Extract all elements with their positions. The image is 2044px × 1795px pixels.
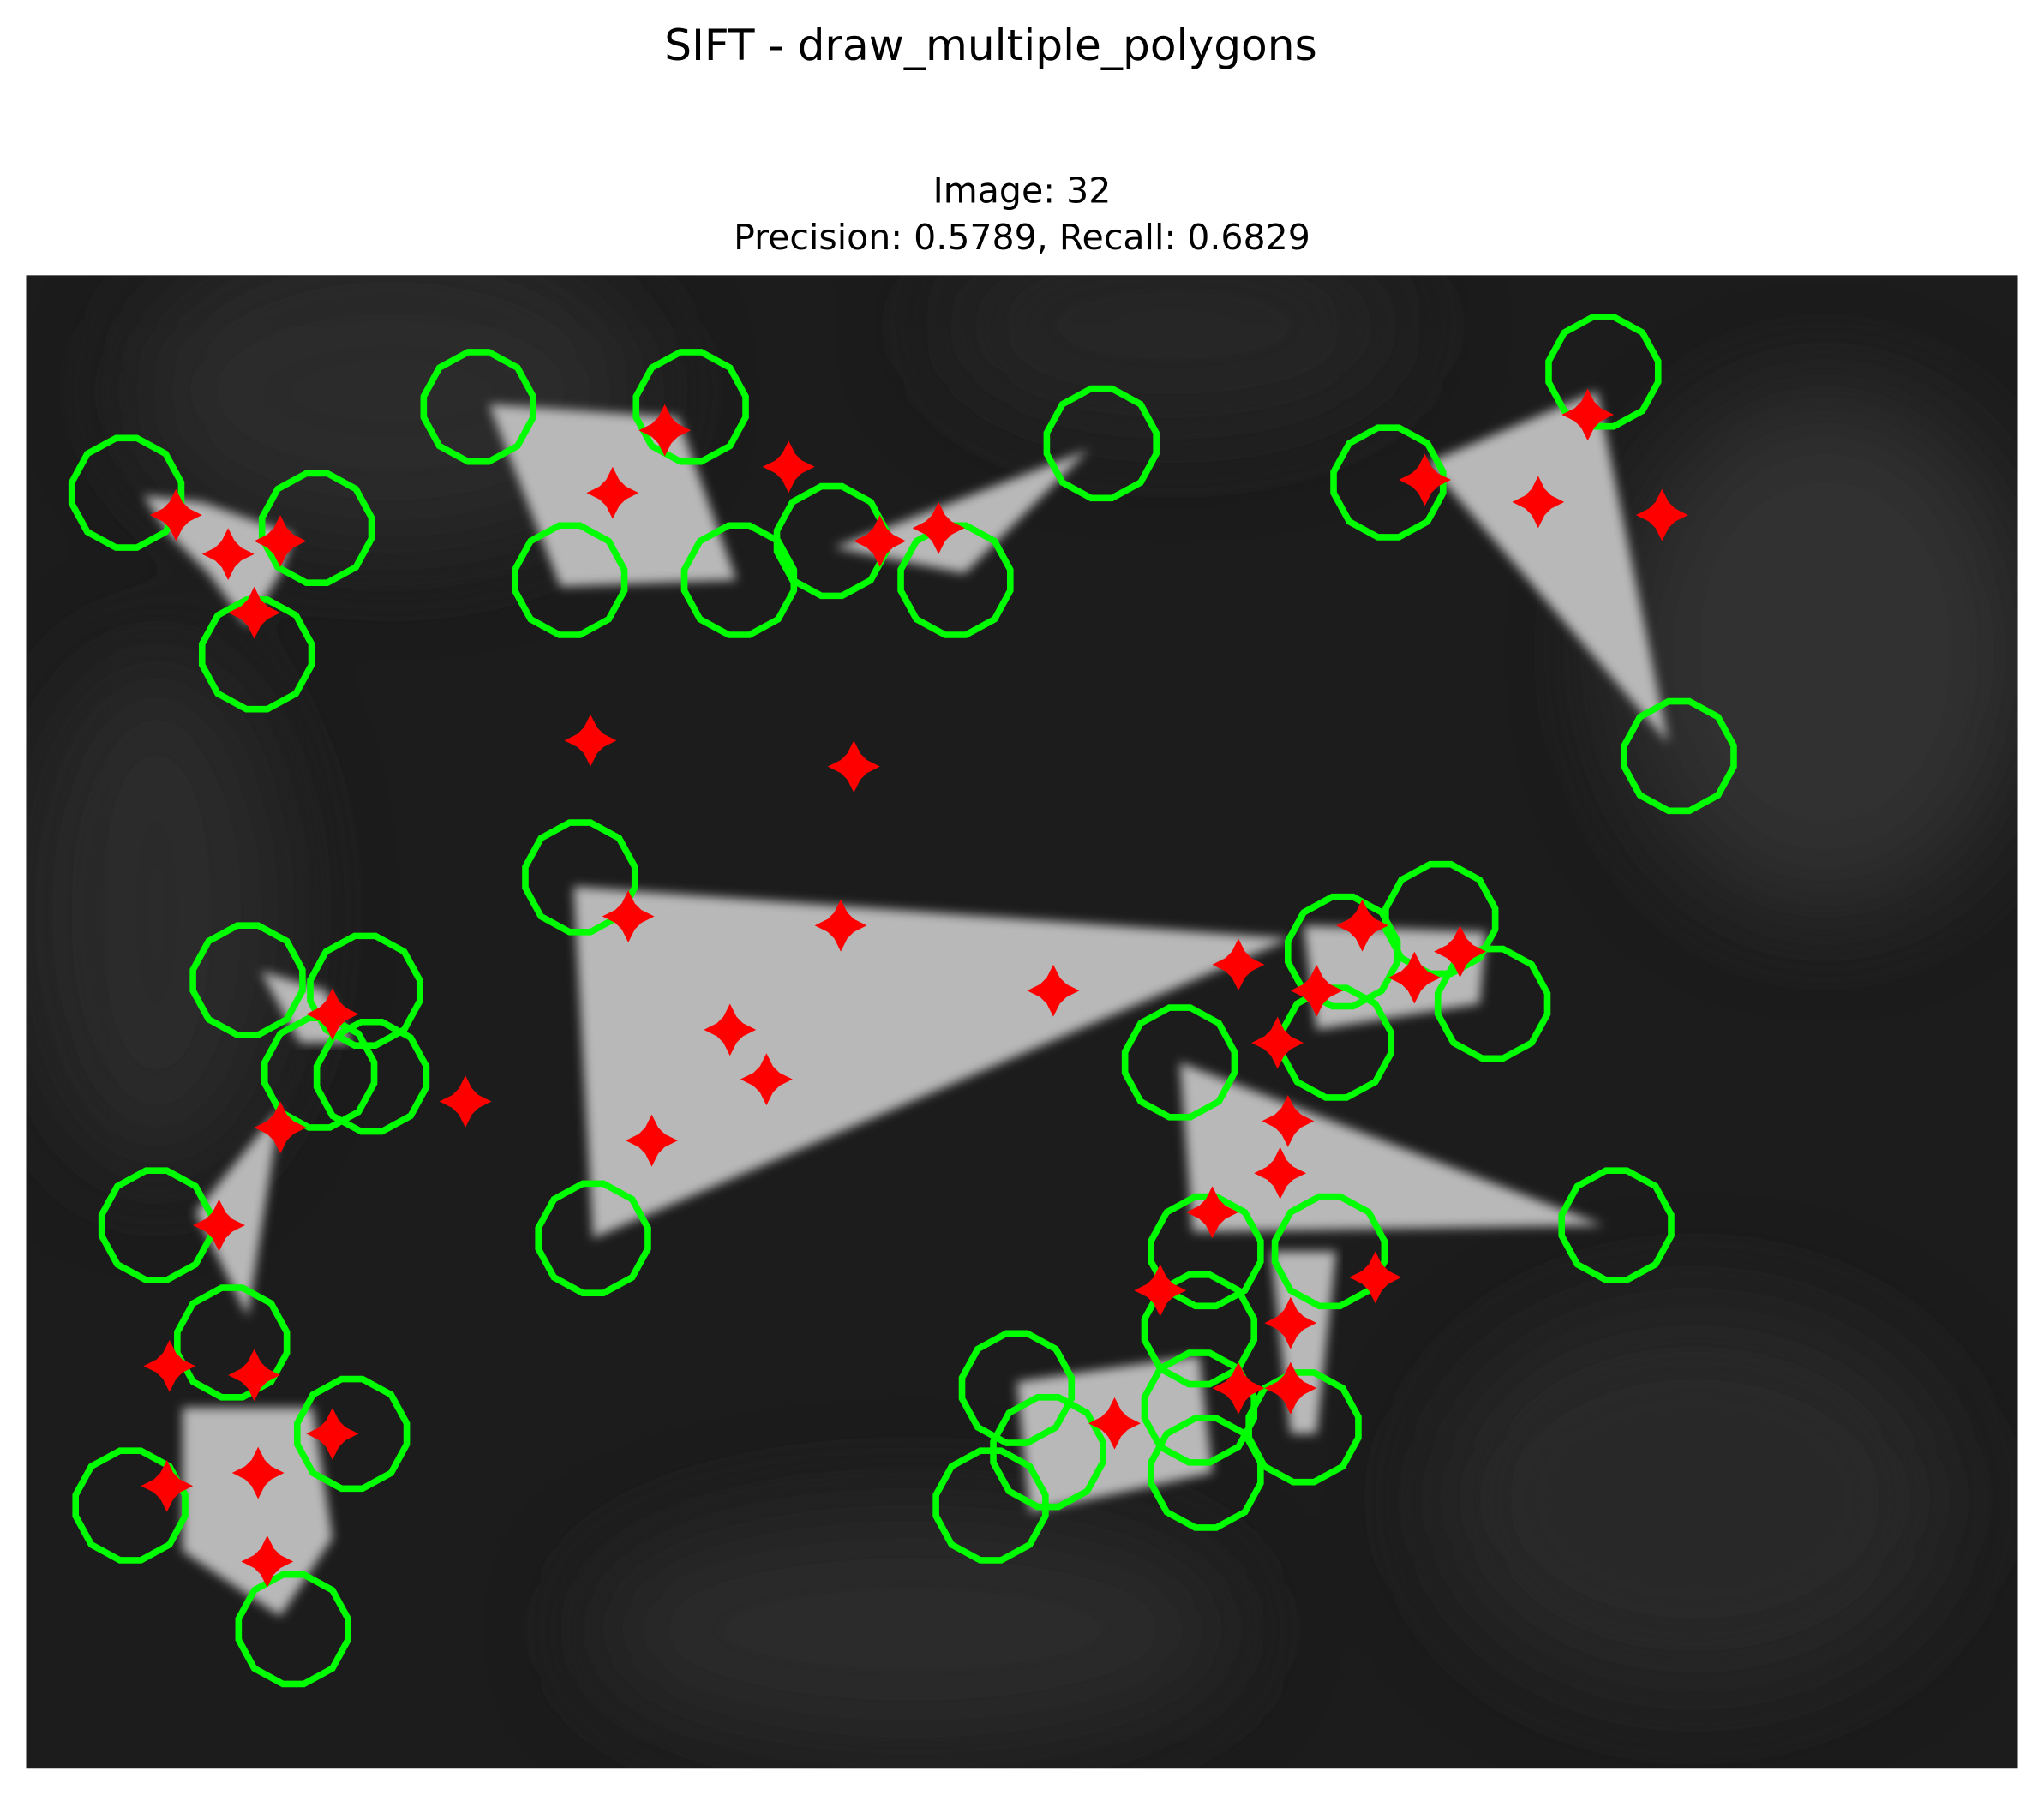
- image: [26, 275, 2018, 1769]
- figure-title: SIFT - draw_multiple_polygons: [664, 20, 1316, 70]
- image-label: Image: 32: [933, 170, 1112, 211]
- metrics: Precision: 0.5789, Recall: 0.6829: [734, 217, 1310, 258]
